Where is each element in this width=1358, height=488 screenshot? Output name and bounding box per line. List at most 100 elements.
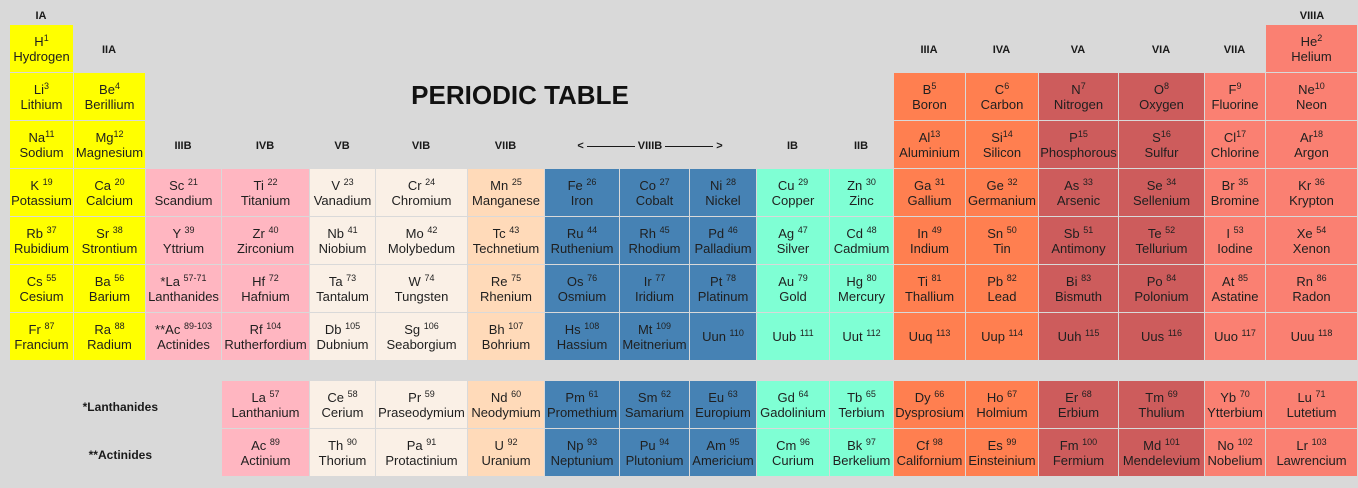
element-atomic-number: 33	[1082, 176, 1093, 187]
element-name: Neptunium	[550, 452, 614, 468]
element-symbol-text: Cr	[407, 177, 426, 193]
element-98-cell: Cf 98 Californium	[894, 429, 966, 477]
element-atomic-number: 14	[1002, 128, 1013, 139]
element-name: Thorium	[318, 452, 367, 468]
element-61-cell: Pm 61 Promethium	[545, 381, 620, 429]
element-symbol: Y 39	[172, 225, 194, 241]
element-atomic-number: 59	[424, 388, 435, 399]
element-name: Boron	[912, 96, 947, 112]
element-symbol-text: **Ac	[155, 321, 184, 337]
element-atomic-number: 44	[587, 224, 598, 235]
element-atomic-number: 26	[586, 176, 597, 187]
element-symbol: Ge 32	[987, 177, 1018, 193]
element-name: Gold	[779, 288, 807, 304]
element-symbol-text: Se	[1146, 177, 1167, 193]
element-76-cell: Os 76 Osmium	[545, 265, 620, 313]
element-atomic-number: 70	[1239, 388, 1250, 399]
element-28-cell: Ni 28 Nickel	[690, 169, 757, 217]
element-symbol: Mt 109	[638, 321, 671, 337]
element-symbol-text: Hf	[252, 273, 269, 289]
element-symbol: Bi 83	[1066, 272, 1092, 289]
element-53-cell: I 53 Iodine	[1205, 217, 1266, 265]
element-symbol-text: Pd	[708, 225, 728, 241]
group-label-vib: VIB	[411, 140, 431, 152]
element-symbol: Ho 67	[987, 389, 1017, 405]
element-symbol: C6	[994, 81, 1009, 97]
element-symbol: Te 52	[1148, 225, 1175, 241]
element-19-cell: K 19 Potassium	[10, 169, 74, 217]
element-110-cell: Uun 110	[690, 313, 757, 361]
element-symbol-text: Ra	[94, 321, 115, 337]
element-symbol: P15	[1069, 129, 1088, 145]
element-73-cell: Ta 73 Tantalum	[310, 265, 376, 313]
element-atomic-number: 66	[934, 388, 945, 399]
element-symbol-text: Rh	[639, 225, 660, 241]
element-38-cell: Sr 38 Strontium	[74, 217, 146, 265]
element-symbol-text: Uub	[772, 329, 800, 344]
element-symbol-text: Np	[566, 437, 588, 453]
element-55-cell: Cs 55 Cesium	[10, 265, 74, 313]
element-symbol: Cu 29	[778, 177, 808, 193]
element-name: Ytterbium	[1207, 404, 1263, 420]
element-45-cell: Rh 45 Rhodium	[620, 217, 690, 265]
group-label-viiia: VIIIA	[1299, 10, 1325, 22]
element-atomic-number: 75	[511, 272, 522, 283]
element-name: Niobium	[318, 240, 367, 256]
element-atomic-number: 65	[865, 388, 876, 399]
element-37-cell: Rb 37 Rubidium	[10, 217, 74, 265]
element-atomic-number: 31	[934, 176, 945, 187]
element-atomic-number: 115	[1085, 328, 1100, 338]
element-atomic-number: 83	[1081, 272, 1092, 283]
element-atomic-number: 81	[931, 272, 942, 283]
element-103-cell: Lr 103 Lawrencium	[1266, 429, 1358, 477]
element-symbol: Uup 114	[981, 328, 1023, 345]
element-symbol: Cs 55	[27, 273, 57, 289]
element-name: Cobalt	[635, 192, 674, 208]
element-atomic-number: 89	[269, 436, 280, 447]
element-atomic-number: 114	[1008, 328, 1023, 338]
element-atomic-number: 12	[113, 128, 124, 139]
element-symbol-text: Md	[1143, 437, 1165, 453]
element-symbol: Al13	[919, 128, 941, 145]
element-86-cell: Rn 86 Radon	[1266, 265, 1358, 313]
element-symbol: Ga 31	[914, 176, 945, 193]
element-89-103-cell: **Ac 89-103 Actinides	[146, 313, 222, 361]
element-symbol: Tb 65	[847, 388, 876, 405]
element-atomic-number: 30	[865, 176, 876, 187]
element-atomic-number: 13	[930, 128, 941, 139]
element-atomic-number: 3	[44, 80, 50, 91]
element-60-cell: Nd 60 Neodymium	[468, 381, 545, 429]
element-name: Plutonium	[625, 452, 684, 468]
element-atomic-number: 90	[346, 436, 357, 447]
element-atomic-number: 98	[932, 436, 943, 447]
element-symbol: Pr 59	[408, 388, 435, 405]
element-106-cell: Sg 106 Seaborgium	[376, 313, 468, 361]
element-symbol: Lu 71	[1297, 389, 1325, 405]
element-symbol: Uuo 117	[1214, 329, 1256, 345]
element-atomic-number: 79	[797, 272, 808, 283]
element-symbol: Hg 80	[846, 272, 877, 289]
element-94-cell: Pu 94 Plutonium	[620, 429, 690, 477]
element-name: Tantalum	[316, 288, 369, 304]
element-atomic-number: 7	[1080, 80, 1086, 91]
element-symbol-text: Ba	[94, 273, 115, 289]
element-symbol-text: H	[34, 33, 44, 49]
element-symbol-text: Pm	[565, 389, 589, 405]
element-name: Krypton	[1289, 192, 1334, 208]
element-atomic-number: 20	[114, 176, 125, 187]
element-atomic-number: 50	[1006, 224, 1017, 235]
element-symbol: Ce 58	[327, 389, 357, 405]
element-atomic-number: 63	[727, 388, 738, 399]
element-name: Gadolinium	[760, 404, 826, 420]
element-name: Lead	[987, 288, 1017, 304]
element-69-cell: Tm 69 Thulium	[1119, 381, 1205, 429]
element-symbol: Po 84	[1147, 273, 1177, 289]
element-atomic-number: 80	[866, 272, 877, 283]
group-label-iiib: IIIB	[174, 140, 192, 152]
element-symbol-text: Ti	[917, 273, 932, 289]
element-name: Thulium	[1138, 404, 1185, 420]
element-25-cell: Mn 25 Manganese	[468, 169, 545, 217]
element-name: Vanadium	[313, 192, 372, 208]
element-symbol-text: C	[994, 81, 1005, 97]
element-atomic-number: 101	[1164, 436, 1180, 447]
